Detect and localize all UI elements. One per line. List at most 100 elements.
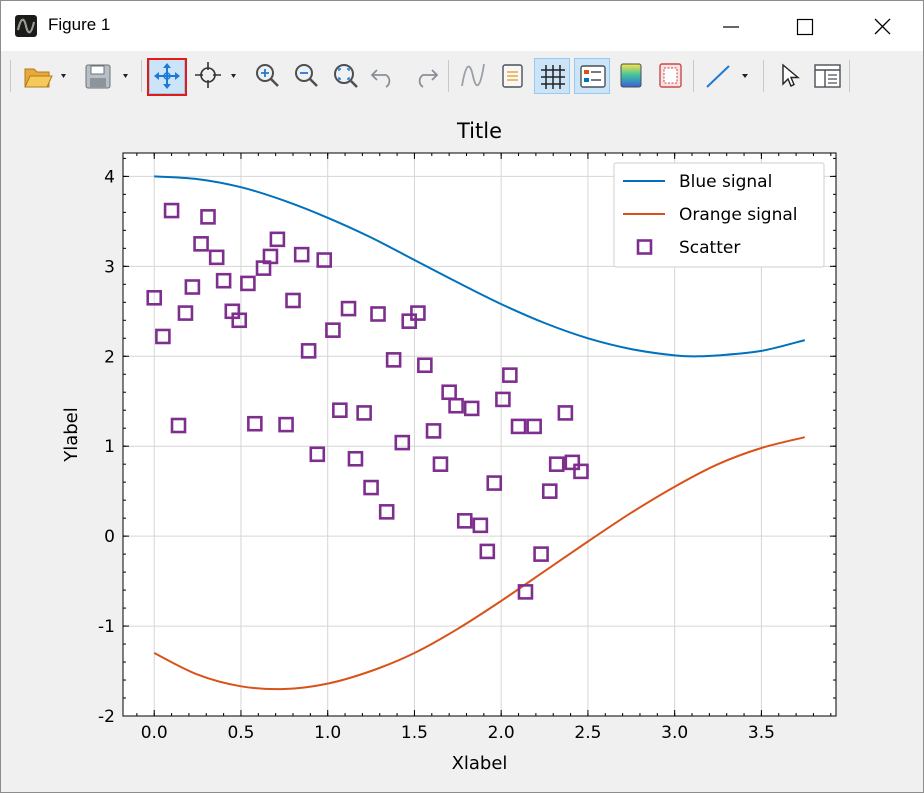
grid-toggle-button[interactable]	[534, 58, 570, 94]
line-icon	[706, 65, 748, 88]
scatter-point	[363, 479, 379, 496]
zoom-in-button[interactable]	[251, 58, 285, 94]
chart-title: Title	[456, 119, 502, 143]
title-bar: Figure 1	[1, 1, 923, 51]
curve-icon	[461, 63, 485, 87]
scatter-point	[300, 343, 317, 359]
scatter-point	[502, 367, 518, 383]
scatter-point	[548, 456, 565, 472]
select-button[interactable]	[771, 58, 805, 94]
x-tick-label: 2.5	[574, 723, 601, 743]
open-file-button[interactable]	[21, 58, 69, 94]
scatter-point	[269, 231, 286, 248]
colormap-icon	[620, 63, 642, 88]
pan-button[interactable]	[149, 58, 185, 94]
folder-open-icon	[24, 68, 66, 88]
y-tick-label: 3	[104, 257, 115, 277]
pan-highlight-box	[147, 58, 187, 96]
series-line-blue-signal	[154, 175, 806, 358]
app-icon	[15, 15, 37, 37]
scatter-point	[401, 313, 418, 329]
scatter-point	[456, 513, 473, 529]
x-tick-label: 1.5	[401, 723, 428, 743]
legend-label: Orange signal	[679, 205, 798, 225]
axes-frame-button[interactable]	[653, 58, 687, 94]
panel-button[interactable]	[810, 58, 844, 94]
panel-icon	[814, 64, 841, 88]
scatter-point	[262, 248, 279, 265]
scatter-point	[410, 305, 426, 321]
pointer-icon	[782, 63, 800, 87]
x-tick-label: 1.0	[314, 723, 341, 743]
legend-edit-button[interactable]	[495, 58, 529, 94]
scatter-point	[541, 483, 558, 499]
scatter-point	[177, 305, 194, 321]
zoom-out-button[interactable]	[290, 58, 324, 94]
scatter-point	[479, 543, 496, 560]
redo-button[interactable]	[407, 58, 441, 94]
zoom-fit-button[interactable]	[329, 58, 363, 94]
undo-button[interactable]	[368, 58, 402, 94]
scatter-point	[463, 400, 480, 417]
scatter-point	[200, 209, 216, 225]
close-button[interactable]	[859, 1, 905, 51]
scatter-point	[472, 517, 489, 534]
scatter-point	[278, 416, 294, 433]
maximize-button[interactable]	[781, 1, 827, 51]
scatter-point	[293, 246, 310, 263]
legend-label: Blue signal	[679, 172, 772, 192]
x-axis-label: Xlabel	[452, 753, 508, 774]
scatter-point	[316, 252, 333, 268]
save-file-button[interactable]	[83, 58, 135, 94]
scatter-point	[332, 402, 348, 419]
scatter-point	[557, 405, 574, 421]
scatter-point	[193, 236, 209, 252]
scatter-point	[564, 454, 581, 471]
scatter-point	[163, 202, 180, 219]
legend-edit-icon	[502, 64, 523, 88]
scatter-point	[240, 275, 256, 292]
scatter-point	[495, 391, 511, 408]
x-tick-label: 0.0	[141, 723, 168, 743]
scatter-point	[285, 292, 301, 309]
scatter-point	[486, 475, 503, 491]
scatter-point	[208, 249, 225, 266]
data-cursor-button[interactable]	[191, 58, 245, 94]
scatter-point	[526, 418, 542, 435]
scatter-point	[325, 322, 341, 338]
scatter-point	[170, 417, 187, 434]
y-axis-label: Ylabel	[61, 407, 82, 463]
scatter-point	[309, 446, 326, 463]
toolbar-grip	[10, 60, 11, 92]
y-tick-label: 4	[104, 167, 115, 187]
y-tick-label: 2	[104, 347, 115, 367]
scatter-point	[347, 450, 364, 467]
scatter-point	[394, 434, 411, 451]
legend-icon	[580, 65, 606, 88]
x-tick-label: 3.0	[661, 723, 688, 743]
scatter-point	[356, 405, 372, 421]
toolbar	[1, 51, 923, 101]
scatter-point	[573, 463, 589, 480]
undo-icon	[370, 69, 391, 88]
scatter-point	[370, 306, 386, 322]
axes-frame	[122, 152, 837, 717]
figure-canvas[interactable]: 0.0 0.5 1.0 1.5 2.0 2.5 3.0 3.5 -2 -1 0 1 2 3 4 Blue si…	[1, 101, 923, 791]
line-tool-button[interactable]	[701, 58, 757, 94]
curve-style-button[interactable]	[456, 58, 490, 94]
grid-icon	[541, 65, 565, 89]
colormap-button[interactable]	[614, 58, 648, 94]
scatter-point	[231, 312, 248, 329]
legend-toggle-button[interactable]	[574, 58, 610, 94]
scatter-point	[510, 418, 527, 435]
minimize-button[interactable]	[708, 1, 754, 51]
scatter-point	[146, 289, 163, 306]
scatter-point	[448, 397, 464, 414]
zoom-out-icon	[295, 64, 318, 87]
floppy-disk-icon	[85, 64, 128, 89]
x-tick-label: 0.5	[227, 723, 254, 743]
scatter-point	[155, 328, 171, 345]
window-title: Figure 1	[48, 15, 111, 34]
scatter-point	[247, 415, 263, 432]
